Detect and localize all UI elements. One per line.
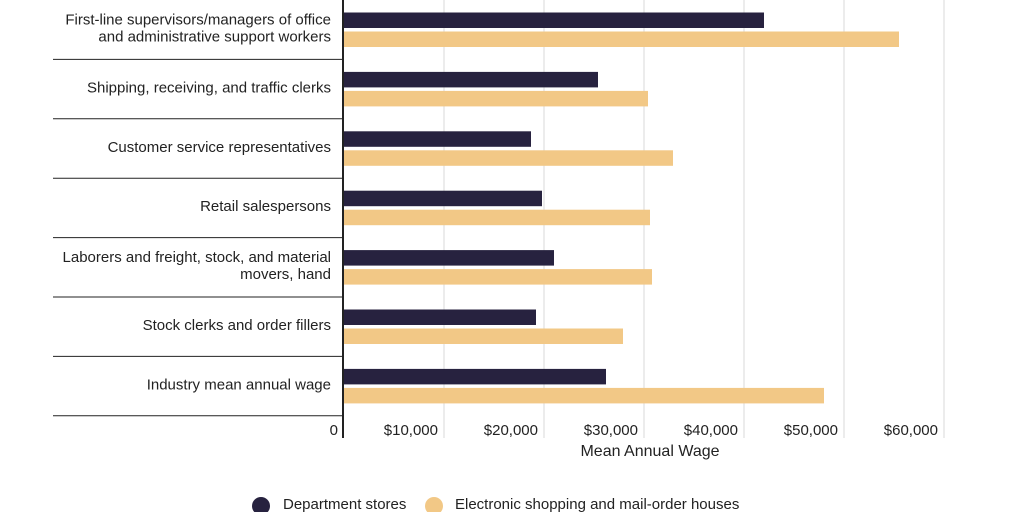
bar-electronic-shopping <box>344 90 648 107</box>
x-tick-label: $20,000 <box>484 422 538 439</box>
category-label: Laborers and freight, stock, and materia… <box>63 249 331 283</box>
bar-electronic-shopping <box>344 328 623 344</box>
bar-electronic-shopping <box>344 209 650 226</box>
legend-swatch-department-stores <box>252 497 270 512</box>
bar-department-stores <box>344 71 598 88</box>
x-tick-label: 0 <box>330 422 338 439</box>
category-label: Industry mean annual wage <box>147 376 331 393</box>
bars <box>344 12 899 404</box>
x-tick-label: $60,000 <box>884 422 938 439</box>
legend-label-electronic-shopping: Electronic shopping and mail-order house… <box>455 496 739 512</box>
bar-department-stores <box>344 309 536 325</box>
x-tick-label: $40,000 <box>684 422 738 439</box>
category-label: Customer service representatives <box>108 139 331 156</box>
bar-electronic-shopping <box>344 150 673 166</box>
category-label: Retail salespersons <box>200 198 331 215</box>
x-tick-label: $10,000 <box>384 422 438 439</box>
legend: Department stores Electronic shopping an… <box>252 496 739 512</box>
category-label: First-line supervisors/managers of offic… <box>65 12 331 46</box>
bar-electronic-shopping <box>344 387 824 404</box>
bar-electronic-shopping <box>344 31 899 47</box>
x-tick-label: $30,000 <box>584 422 638 439</box>
x-axis-title: Mean Annual Wage <box>580 443 719 460</box>
x-tick-label: $50,000 <box>784 422 838 439</box>
x-tick-labels: 0 $10,000 $20,000 $30,000 $40,000 $50,000 $60,… <box>330 422 938 439</box>
category-labels: First-line supervisors/managers of offic… <box>63 12 331 394</box>
bar-department-stores <box>344 250 554 266</box>
legend-swatch-electronic-shopping <box>425 497 443 512</box>
bar-department-stores <box>344 368 606 385</box>
legend-label-department-stores: Department stores <box>283 496 406 512</box>
bar-department-stores <box>344 190 542 207</box>
category-separators <box>53 58 343 417</box>
bar-electronic-shopping <box>344 269 652 285</box>
category-label: Stock clerks and order fillers <box>143 317 331 334</box>
category-label: Shipping, receiving, and traffic clerks <box>87 79 331 96</box>
bar-department-stores <box>344 131 531 147</box>
bar-department-stores <box>344 12 764 28</box>
